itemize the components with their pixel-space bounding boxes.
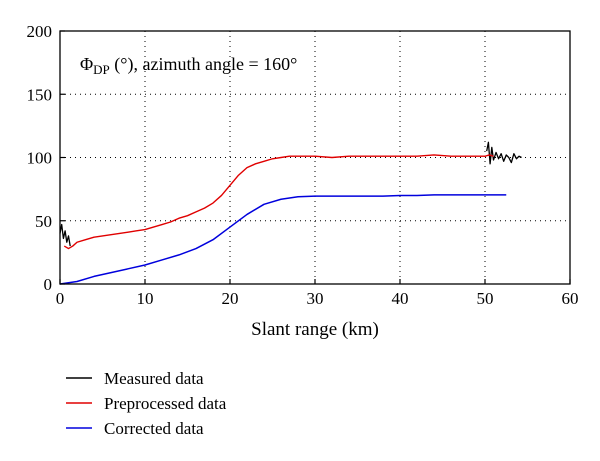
legend-label: Corrected data [104, 419, 204, 438]
annotation-symbol: Φ [80, 54, 93, 74]
x-axis-title: Slant range (km) [251, 319, 379, 340]
y-tick-label: 100 [27, 149, 53, 168]
y-tick-label: 150 [27, 85, 53, 104]
y-tick-label: 0 [44, 275, 53, 294]
y-tick-label: 50 [35, 212, 52, 231]
x-tick-label: 30 [307, 289, 324, 308]
legend-label: Measured data [104, 369, 204, 388]
x-tick-label: 40 [392, 289, 409, 308]
x-tick-label: 0 [56, 289, 65, 308]
grid-lines [60, 31, 570, 284]
x-tick-label: 60 [562, 289, 579, 308]
legend-label: Preprocessed data [104, 394, 227, 413]
annotation-subscript: DP [93, 62, 110, 77]
x-tick-label: 50 [477, 289, 494, 308]
y-tick-label: 200 [27, 22, 53, 41]
x-tick-label: 10 [137, 289, 154, 308]
axis-ticks: 0 10 20 30 40 50 60 0 50 100 150 200 [27, 22, 579, 308]
legend: Measured data Preprocessed data Corrected … [66, 369, 227, 438]
annotation-text: (°), azimuth angle = 160° [110, 54, 298, 75]
series-line-measured-1 [59, 223, 71, 247]
series-lines [59, 141, 522, 285]
series-line-preprocessed [63, 154, 494, 250]
chart-annotation: ΦDP (°), azimuth angle = 160° [80, 54, 297, 77]
x-tick-label: 20 [222, 289, 239, 308]
series-line-corrected [59, 194, 507, 285]
series-line-measured-2 [486, 141, 522, 165]
